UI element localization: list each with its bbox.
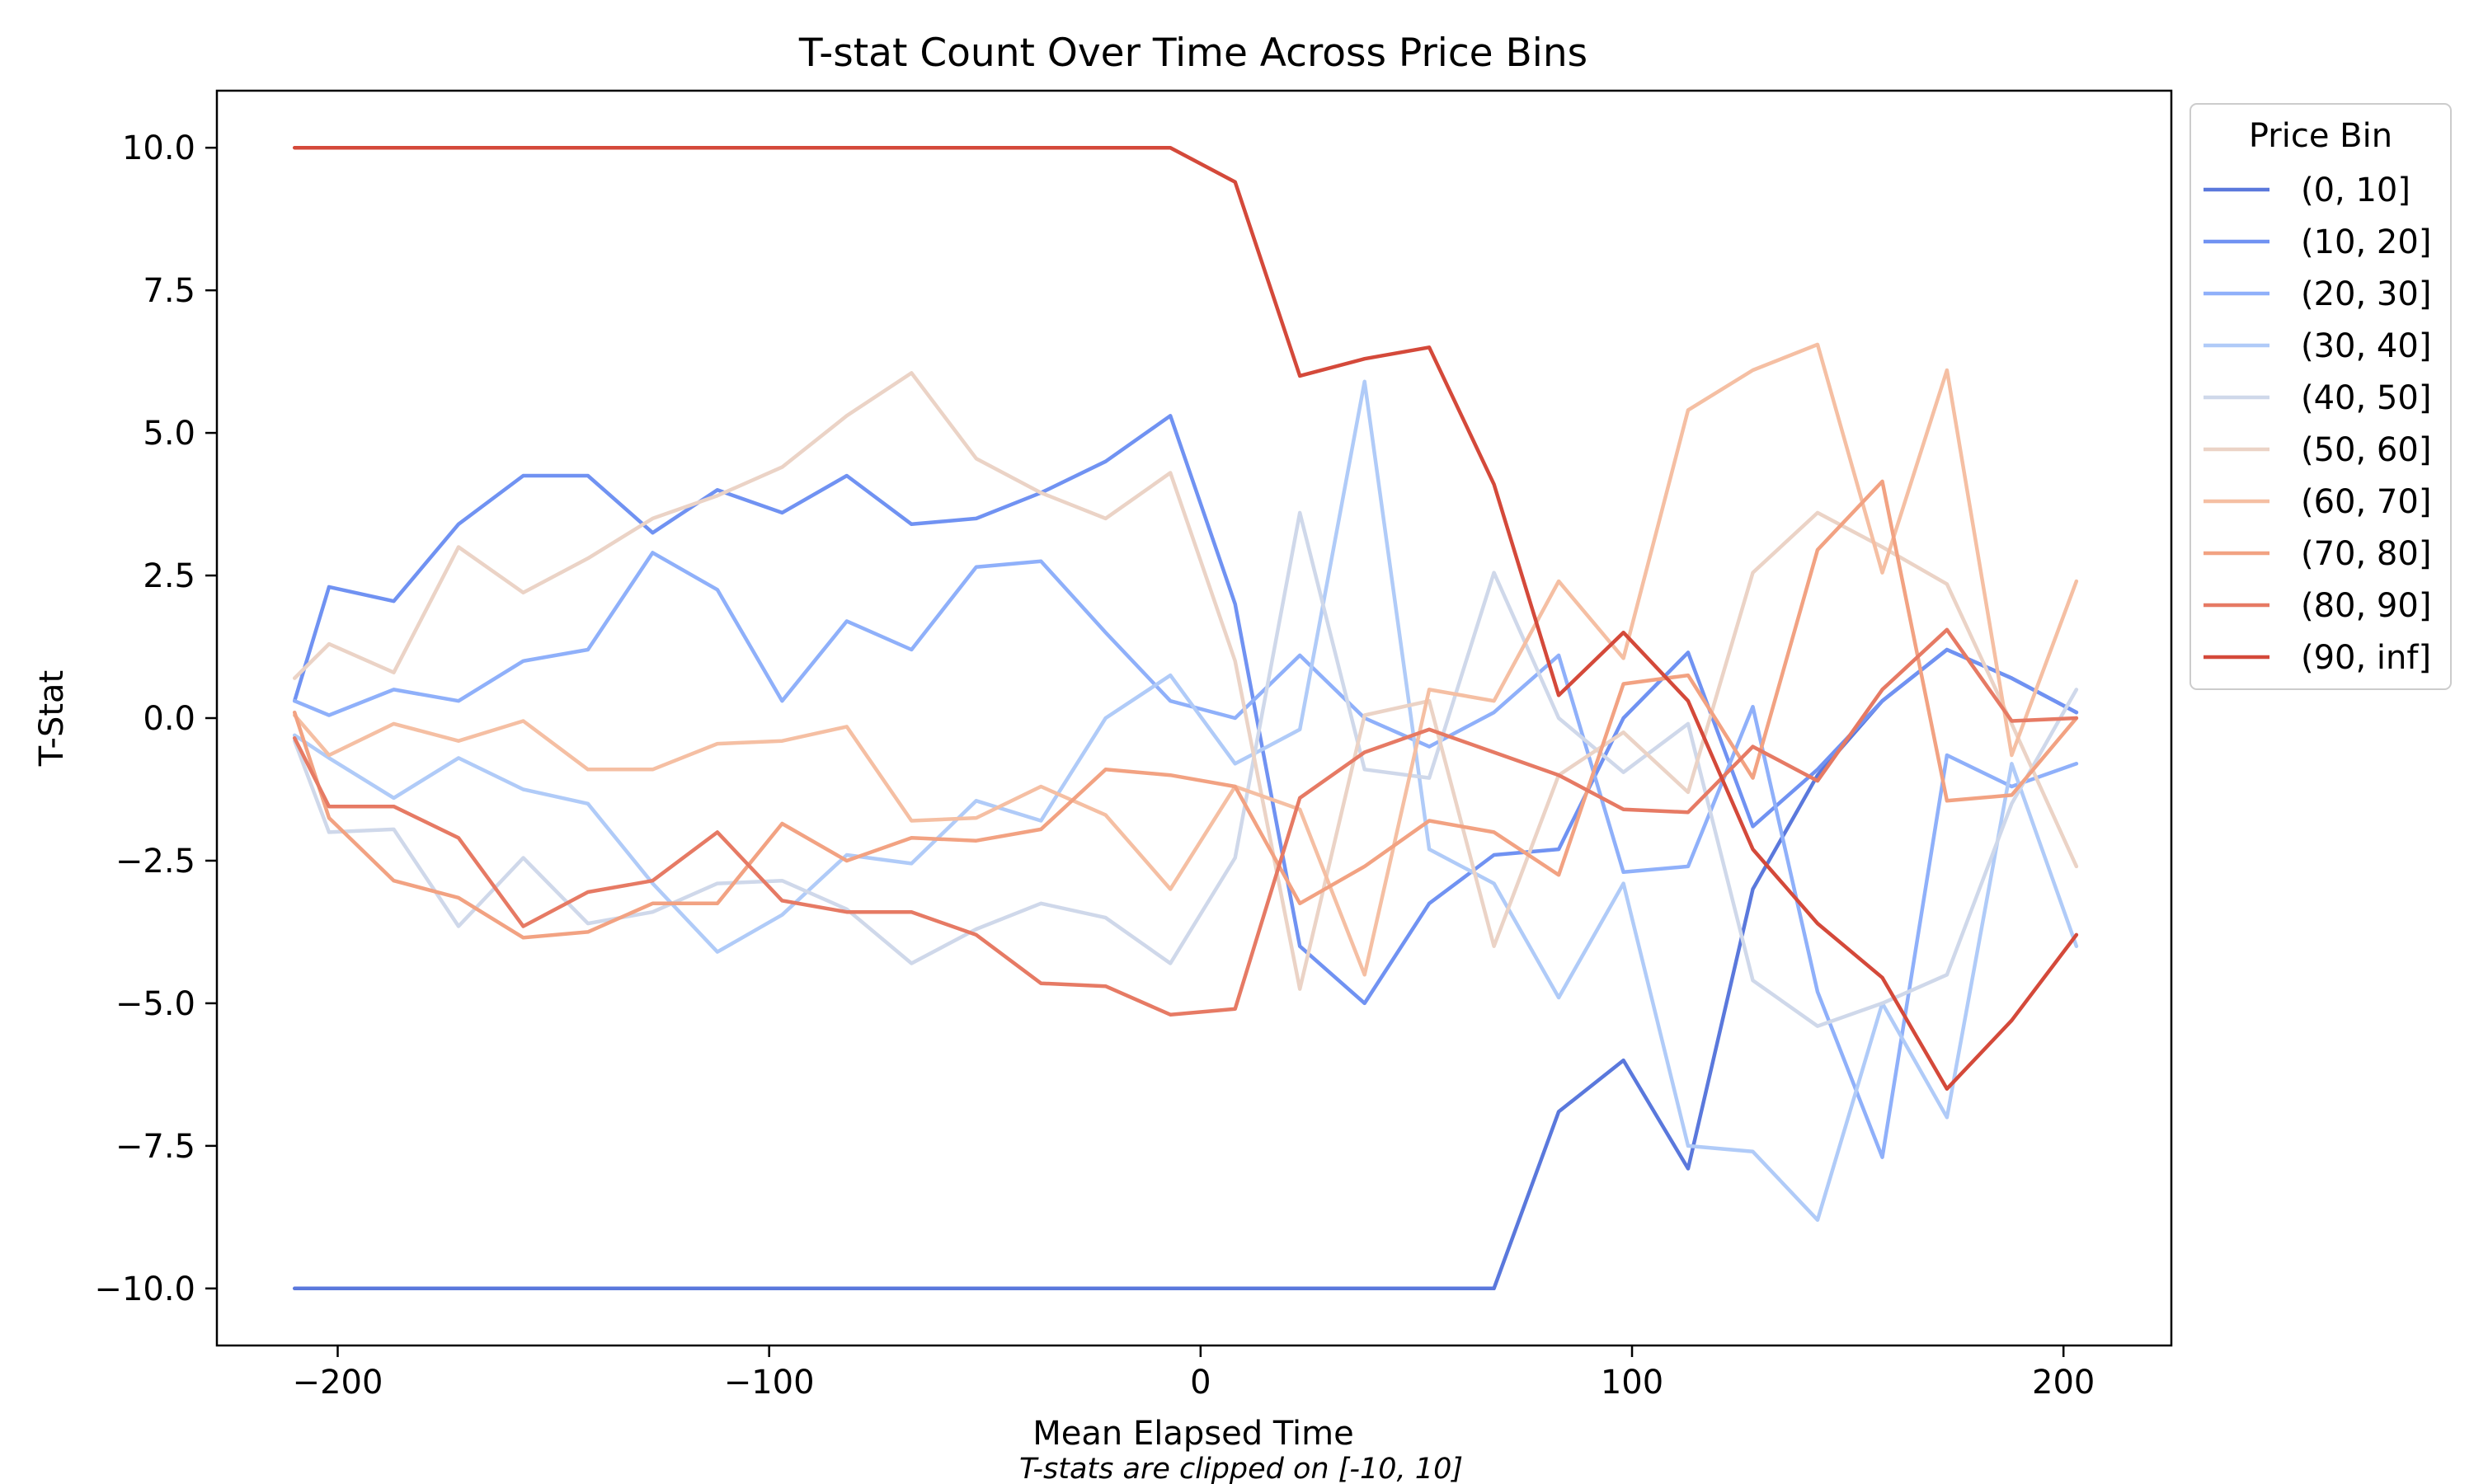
series-line-2 — [292, 551, 2079, 1159]
legend-label: (70, 80] — [2301, 535, 2431, 573]
series-line-0 — [292, 647, 2079, 1291]
legend-label: (50, 60] — [2301, 431, 2431, 469]
legend-box — [2189, 103, 2452, 690]
y-axis-label: T-Stat — [33, 670, 71, 767]
legend-label: (40, 50] — [2301, 379, 2431, 417]
x-tick-label: 100 — [1601, 1364, 1663, 1402]
clip-footnote: T-stats are clipped on [-10, 10] — [1019, 1453, 1463, 1484]
y-tick-label: 2.5 — [143, 557, 195, 595]
y-tick-label: 7.5 — [143, 272, 195, 310]
series-line-8 — [292, 627, 2079, 1017]
y-tick-label: −7.5 — [115, 1128, 195, 1166]
legend-label: (10, 20] — [2301, 223, 2431, 261]
legend-label: (90, inf] — [2301, 639, 2431, 677]
y-axis: −10.0 −7.5 −5.0 −2.5 0.0 2.5 5.0 7.5 10.0 — [94, 129, 217, 1308]
series-layer — [292, 145, 2079, 1291]
y-tick-label: −2.5 — [115, 843, 195, 881]
legend: Price Bin (0, 10] (10, 20] (20, 30] (30, 40… — [2189, 103, 2452, 690]
legend-items: (0, 10] (10, 20] (20, 30] (30, 40] (40, 50] (… — [2204, 171, 2431, 677]
y-tick-label: −10.0 — [94, 1270, 195, 1308]
legend-label: (80, 90] — [2301, 587, 2431, 625]
y-tick-label: 5.0 — [143, 415, 195, 453]
series-line-7 — [292, 479, 2079, 940]
x-axis: −200 −100 0 100 200 — [293, 1345, 2095, 1402]
series-line-3 — [292, 379, 2079, 1223]
x-tick-label: 0 — [1190, 1364, 1211, 1402]
legend-label: (60, 70] — [2301, 483, 2431, 521]
x-tick-label: −200 — [293, 1364, 383, 1402]
y-tick-label: 10.0 — [122, 129, 195, 167]
legend-label: (20, 30] — [2301, 275, 2431, 313]
series-line-9 — [292, 145, 2079, 1091]
chart-title: T-stat Count Over Time Across Price Bins — [798, 31, 1587, 76]
legend-label: (30, 40] — [2301, 327, 2431, 365]
x-tick-label: 200 — [2032, 1364, 2095, 1402]
legend-title: Price Bin — [2249, 117, 2392, 155]
y-tick-label: −5.0 — [115, 985, 195, 1023]
y-tick-label: 0.0 — [143, 700, 195, 738]
series-line-6 — [292, 342, 2079, 977]
x-axis-label: Mean Elapsed Time — [1032, 1415, 1353, 1453]
series-line-5 — [292, 371, 2079, 991]
legend-label: (0, 10] — [2301, 171, 2411, 209]
x-tick-label: −100 — [724, 1364, 815, 1402]
